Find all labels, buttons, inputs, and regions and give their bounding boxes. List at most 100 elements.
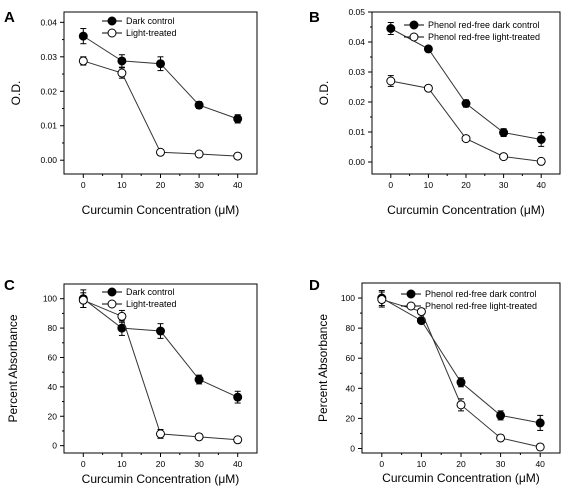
legend-marker — [107, 28, 117, 38]
series-line-light — [83, 60, 238, 157]
plot-frame — [63, 283, 258, 454]
chart-panel-a: A 0 10 20 30 40 0.00 0.01 0.02 0.03 0.04 Curcumin C… — [4, 9, 258, 217]
x-axis-title: Curcumin Concentration (μM) — [82, 472, 240, 486]
x-tick-label: 10 — [424, 180, 434, 190]
data-point-light — [156, 147, 165, 157]
legend-label: Phenol red-free dark control — [428, 20, 540, 30]
y-axis-title: Percent Absorbance — [316, 314, 330, 422]
y-tick-label: 100 — [43, 294, 57, 304]
data-point-dark — [78, 31, 88, 41]
legend-label: Phenol red-free dark control — [425, 289, 537, 299]
legend-marker — [406, 289, 416, 299]
legend-label: Dark control — [126, 287, 175, 297]
data-point-light — [461, 134, 471, 144]
legend-label: Dark control — [126, 16, 175, 26]
y-tick-label: 40 — [48, 382, 58, 392]
legend-entry: Dark control — [102, 16, 175, 26]
x-axis-title: Curcumin Concentration (μM) — [382, 471, 540, 485]
legend-entry: Phenol red-free light-treated — [401, 301, 537, 311]
legend-marker — [107, 16, 117, 26]
x-tick-label: 30 — [194, 459, 204, 469]
data-point-dark — [233, 392, 243, 402]
data-point-light — [377, 295, 387, 305]
series-line-dark — [83, 35, 238, 120]
data-point-light — [535, 442, 545, 452]
data-point-dark — [194, 375, 204, 385]
data-point-light — [233, 151, 243, 161]
legend-label: Light-treated — [126, 28, 177, 38]
legend-marker — [107, 299, 117, 309]
x-tick-label: 0 — [81, 459, 86, 469]
legend-label: Phenol red-free light-treated — [425, 301, 537, 311]
x-tick-label: 40 — [535, 459, 545, 469]
legend-entry: Phenol red-free dark control — [401, 289, 537, 299]
y-tick-label: 0.03 — [348, 67, 365, 77]
chart-panel-b: B 0 10 20 30 40 0.00 0.01 0.02 0.03 0.04 0.05 Curcum… — [309, 7, 561, 217]
y-tick-label: 0.00 — [348, 157, 365, 167]
x-axis-title: Curcumin Concentration (μM) — [82, 203, 240, 217]
data-point-light — [496, 433, 506, 443]
y-tick-label: 0.01 — [348, 127, 365, 137]
y-tick-label: 0.00 — [40, 155, 57, 165]
y-tick-label: 0.03 — [40, 52, 57, 62]
legend-marker — [409, 32, 419, 42]
panel-letter: D — [309, 277, 320, 294]
data-point-dark — [499, 128, 509, 138]
legend-entry: Phenol red-free dark control — [404, 20, 540, 30]
data-point-dark — [156, 59, 165, 69]
x-tick-label: 30 — [499, 180, 509, 190]
y-tick-label: 0.04 — [348, 37, 365, 47]
panel-letter: B — [309, 9, 320, 26]
y-tick-label: 0.01 — [40, 121, 57, 131]
legend-marker — [409, 20, 419, 30]
legend-marker — [406, 301, 416, 311]
x-tick-label: 0 — [379, 459, 384, 469]
y-tick-label: 40 — [346, 383, 356, 393]
x-tick-label: 40 — [233, 180, 243, 190]
series-line-light — [83, 299, 238, 441]
y-axis-title: O.D. — [317, 81, 331, 106]
series-line-dark — [390, 28, 542, 140]
data-point-light — [156, 429, 165, 439]
data-point-dark — [156, 326, 165, 336]
y-axis-title: Percent Absorbance — [6, 314, 20, 422]
panel-letter: C — [4, 277, 15, 294]
data-point-light — [416, 307, 426, 317]
x-tick-label: 30 — [194, 180, 204, 190]
data-point-dark — [536, 135, 546, 144]
legend-entry: Light-treated — [102, 299, 177, 309]
data-point-light — [423, 83, 433, 93]
legend-entry: Light-treated — [102, 28, 177, 38]
data-point-light — [78, 295, 88, 305]
x-tick-label: 20 — [456, 459, 466, 469]
y-tick-label: 0 — [350, 443, 355, 453]
y-tick-label: 60 — [346, 353, 356, 363]
x-tick-label: 10 — [417, 459, 427, 469]
y-tick-label: 0.02 — [348, 97, 365, 107]
data-point-light — [233, 435, 243, 445]
chart-panel-c: C 0 10 20 30 40 0 20 40 60 80 100 Curcumin Concentra… — [4, 277, 258, 486]
legend-marker — [107, 287, 117, 297]
legend-entry: Phenol red-free light-treated — [404, 32, 540, 42]
legend-label: Phenol red-free light-treated — [428, 32, 540, 42]
data-point-light — [536, 156, 546, 166]
y-tick-label: 80 — [346, 323, 356, 333]
data-point-light — [456, 400, 466, 410]
data-point-dark — [461, 99, 471, 108]
x-tick-label: 10 — [117, 180, 127, 190]
x-tick-label: 10 — [117, 459, 127, 469]
x-tick-label: 40 — [233, 459, 243, 469]
data-point-light — [194, 432, 204, 442]
series-line-light — [381, 299, 541, 448]
x-tick-label: 0 — [388, 180, 393, 190]
x-tick-label: 0 — [81, 180, 86, 190]
data-point-light — [194, 149, 204, 159]
x-tick-label: 40 — [536, 180, 546, 190]
data-point-dark — [386, 24, 396, 33]
data-point-dark — [456, 377, 466, 387]
x-tick-label: 20 — [156, 180, 166, 190]
x-tick-label: 30 — [496, 459, 506, 469]
data-point-dark — [233, 114, 243, 124]
data-point-dark — [423, 44, 433, 54]
panel-letter: A — [4, 9, 15, 26]
